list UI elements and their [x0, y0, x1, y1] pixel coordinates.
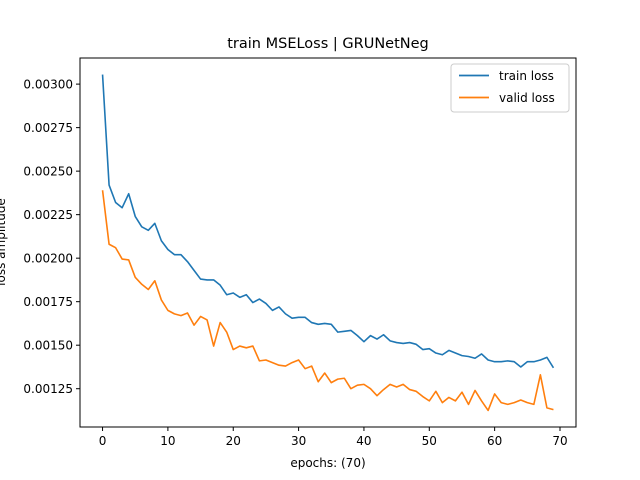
x-axis-ticks: 0 10 20 30 40 50 60 70: [99, 427, 568, 448]
series-line-train-loss: [101, 74, 555, 369]
x-tick-label: 30: [291, 434, 306, 448]
x-tick-label: 70: [552, 434, 567, 448]
y-tick-label: 0.00300: [23, 78, 73, 92]
x-tick-label: 10: [160, 434, 175, 448]
y-axis-ticks: 0.00125 0.00150 0.00175 0.00200 0.00225 0.002…: [23, 78, 80, 396]
x-tick-label: 40: [356, 434, 371, 448]
y-tick-label: 0.00200: [23, 252, 73, 266]
series-layer: [101, 74, 555, 412]
chart-title: train MSELoss | GRUNetNeg: [227, 36, 429, 52]
x-axis-label: epochs: (70): [290, 456, 365, 470]
legend-label-train-loss: train loss: [499, 69, 554, 83]
legend-label-valid-loss: valid loss: [499, 91, 555, 105]
legend: train loss valid loss: [450, 63, 570, 113]
y-tick-label: 0.00250: [23, 165, 73, 179]
y-tick-label: 0.00175: [23, 295, 73, 309]
y-tick-label: 0.00225: [23, 208, 73, 222]
series-line-valid-loss: [101, 190, 554, 412]
y-tick-label: 0.00275: [23, 121, 73, 135]
x-tick-label: 60: [487, 434, 502, 448]
x-tick-label: 20: [226, 434, 241, 448]
plot-frame: [79, 57, 577, 428]
x-tick-label: 0: [99, 434, 107, 448]
y-tick-label: 0.00150: [23, 339, 73, 353]
x-tick-label: 50: [422, 434, 437, 448]
plot-area: [79, 57, 577, 428]
y-tick-label: 0.00125: [23, 382, 73, 396]
y-axis-label: loss amplitude: [0, 198, 8, 286]
